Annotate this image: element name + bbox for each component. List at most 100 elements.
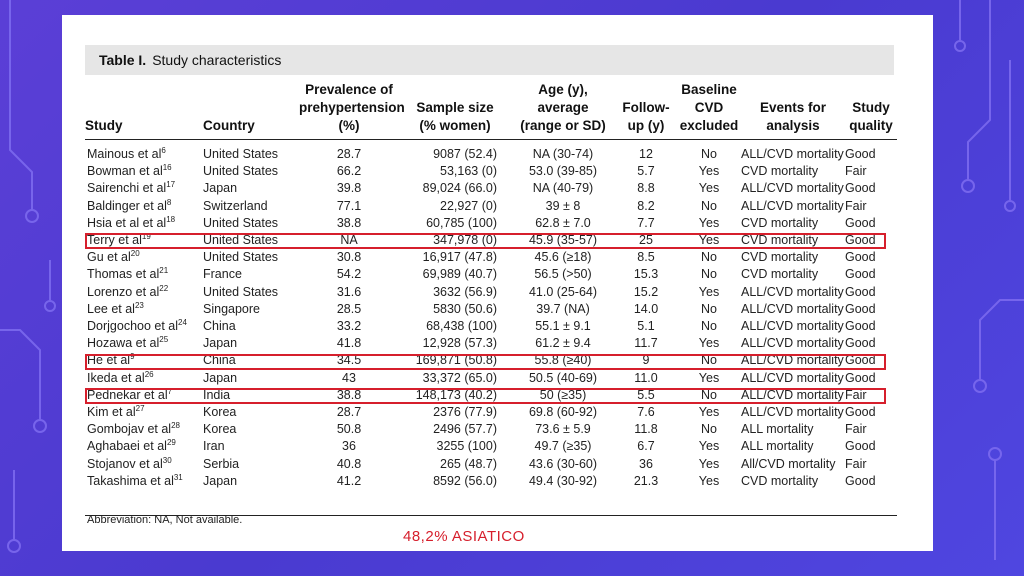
header-sample-size: Sample size (% women) bbox=[399, 81, 511, 140]
cell-study: Gombojav et al28 bbox=[87, 421, 180, 437]
table-row: Ikeda et al26 Japan 43 33,372 (65.0) 50.5 (4… bbox=[85, 370, 897, 387]
cell-baseline-cvd: No bbox=[701, 198, 717, 213]
reference-number: 19 bbox=[141, 232, 151, 241]
cell-study: Sairenchi et al17 bbox=[87, 180, 176, 196]
cell-prevalence: 38.8 bbox=[336, 215, 362, 230]
cell-prevalence: 40.8 bbox=[336, 456, 362, 471]
cell-age: 55.8 (≥40) bbox=[534, 353, 592, 368]
cell-sample-size: 2376 (77.9) bbox=[433, 405, 497, 420]
cell-baseline-cvd: No bbox=[701, 267, 717, 282]
header-age: Age (y), average (range or SD) bbox=[511, 81, 615, 140]
cell-country: Switzerland bbox=[203, 198, 268, 213]
cell-country: China bbox=[203, 353, 236, 368]
cell-events: All/CVD mortality bbox=[741, 456, 836, 471]
cell-age: 53.0 (39-85) bbox=[528, 164, 598, 179]
cell-study: Hozawa et al25 bbox=[87, 335, 169, 351]
cell-sample-size: 60,785 (100) bbox=[426, 215, 497, 230]
table-row: Bowman et al16 United States 66.2 53,163 (0… bbox=[85, 163, 897, 180]
cell-age: 50.5 (40-69) bbox=[528, 370, 598, 385]
cell-baseline-cvd: Yes bbox=[698, 473, 720, 488]
cell-study: Aghabaei et al29 bbox=[87, 438, 176, 454]
header-baseline-cvd: Baseline CVD excluded bbox=[677, 81, 741, 140]
cell-follow-up: 5.7 bbox=[637, 164, 655, 179]
cell-baseline-cvd: Yes bbox=[698, 456, 720, 471]
cell-prevalence: NA bbox=[340, 233, 358, 248]
cell-country: Japan bbox=[203, 336, 238, 351]
reference-number: 31 bbox=[173, 472, 183, 482]
reference-number: 26 bbox=[144, 369, 154, 379]
cell-country: United States bbox=[203, 147, 279, 161]
cell-age: 61.2 ± 9.4 bbox=[535, 336, 591, 351]
cell-follow-up: 15.3 bbox=[633, 267, 659, 282]
table-row: Gu et al20 United States 30.8 16,917 (47.8)… bbox=[85, 249, 897, 266]
cell-baseline-cvd: Yes bbox=[698, 336, 720, 351]
cell-study: Mainous et al6 bbox=[87, 145, 166, 161]
table-row: Stojanov et al30 Serbia 40.8 265 (48.7) 43.6… bbox=[85, 456, 897, 473]
cell-age: 62.8 ± 7.0 bbox=[535, 215, 591, 230]
cell-baseline-cvd: No bbox=[701, 319, 717, 334]
cell-quality: Good bbox=[845, 336, 876, 351]
cell-age: NA (30-74) bbox=[532, 147, 594, 161]
cell-follow-up: 7.6 bbox=[637, 405, 655, 420]
cell-study: Gu et al20 bbox=[87, 249, 140, 265]
cell-prevalence: 41.2 bbox=[336, 473, 362, 488]
cell-sample-size: 16,917 (47.8) bbox=[422, 250, 497, 265]
cell-events: ALL/CVD mortality bbox=[741, 387, 844, 402]
cell-prevalence: 36 bbox=[342, 439, 356, 454]
cell-prevalence: 43 bbox=[342, 370, 356, 385]
reference-number: 8 bbox=[166, 197, 172, 207]
cell-age: 49.7 (≥35) bbox=[534, 439, 592, 454]
cell-study: Thomas et al21 bbox=[87, 266, 169, 282]
cell-country: India bbox=[203, 387, 231, 402]
cell-sample-size: 5830 (50.6) bbox=[433, 301, 497, 316]
cell-prevalence: 39.8 bbox=[336, 181, 362, 196]
cell-country: Japan bbox=[203, 473, 238, 488]
cell-events: ALL/CVD mortality bbox=[741, 301, 844, 316]
cell-age: 41.0 (25-64) bbox=[528, 284, 598, 299]
cell-prevalence: 77.1 bbox=[336, 198, 362, 213]
cell-country: Serbia bbox=[203, 456, 240, 471]
cell-baseline-cvd: Yes bbox=[698, 233, 720, 248]
cell-sample-size: 9087 (52.4) bbox=[433, 147, 497, 161]
table-bottom-rule bbox=[85, 515, 897, 516]
cell-study: Stojanov et al30 bbox=[87, 455, 172, 471]
cell-events: ALL mortality bbox=[741, 439, 814, 454]
cell-prevalence: 28.7 bbox=[336, 405, 362, 420]
cell-baseline-cvd: No bbox=[701, 387, 717, 402]
cell-baseline-cvd: No bbox=[701, 353, 717, 368]
cell-country: Korea bbox=[203, 405, 237, 420]
cell-baseline-cvd: Yes bbox=[698, 405, 720, 420]
cell-quality: Good bbox=[845, 215, 876, 230]
header-events: Events for analysis bbox=[741, 81, 845, 140]
cell-baseline-cvd: No bbox=[701, 250, 717, 265]
cell-study: Lorenzo et al22 bbox=[87, 283, 169, 299]
cell-follow-up: 5.5 bbox=[637, 387, 655, 402]
cell-quality: Good bbox=[845, 147, 876, 161]
reference-number: 25 bbox=[159, 335, 169, 345]
cell-quality: Good bbox=[845, 250, 876, 265]
header-prevalence: Prevalence of prehypertension (%) bbox=[299, 81, 405, 140]
reference-number: 6 bbox=[161, 145, 166, 155]
table-row: Sairenchi et al17 Japan 39.8 89,024 (66.0) N… bbox=[85, 180, 897, 197]
cell-quality: Fair bbox=[845, 164, 867, 179]
cell-follow-up: 6.7 bbox=[637, 439, 655, 454]
table-row: Takashima et al31 Japan 41.2 8592 (56.0) 49.… bbox=[85, 473, 897, 490]
cell-quality: Good bbox=[845, 405, 876, 420]
cell-prevalence: 28.7 bbox=[336, 147, 362, 161]
cell-study: He et al9 bbox=[87, 352, 135, 368]
cell-sample-size: 265 (48.7) bbox=[440, 456, 497, 471]
table-row: Pednekar et al7 India 38.8 148,173 (40.2) 50… bbox=[85, 387, 897, 404]
cell-study: Hsia et al et al18 bbox=[87, 214, 176, 230]
highlight-box-pednekar bbox=[85, 388, 886, 405]
table-row: He et al9 China 34.5 169,871 (50.8) 55.8 (≥4… bbox=[85, 352, 897, 369]
cell-follow-up: 5.1 bbox=[637, 319, 655, 334]
table-row: Aghabaei et al29 Iran 36 3255 (100) 49.7 (≥3… bbox=[85, 438, 897, 455]
cell-quality: Good bbox=[845, 370, 876, 385]
cell-sample-size: 8592 (56.0) bbox=[433, 473, 497, 488]
cell-country: Singapore bbox=[203, 301, 260, 316]
cell-prevalence: 33.2 bbox=[336, 319, 362, 334]
cell-follow-up: 7.7 bbox=[637, 215, 655, 230]
cell-quality: Good bbox=[845, 233, 876, 248]
reference-number: 9 bbox=[130, 352, 135, 362]
